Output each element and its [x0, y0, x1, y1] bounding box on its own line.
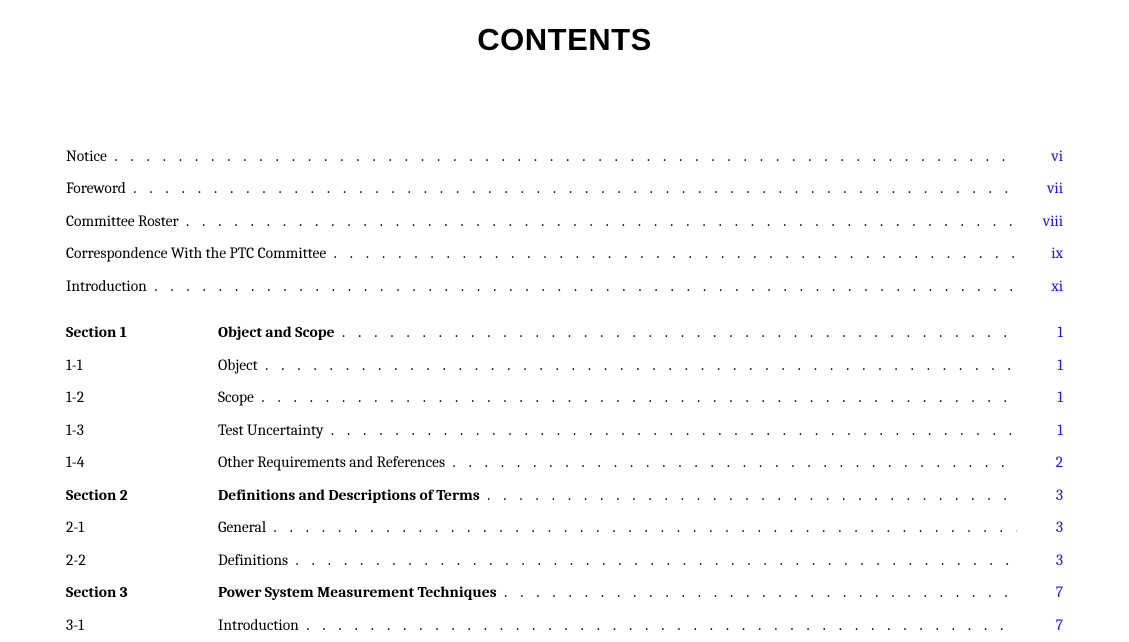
toc-row-page: 3 — [1017, 553, 1063, 569]
toc-dot-leader: . . . . . . . . . . . . . . . . . . . . … — [334, 246, 1017, 262]
toc-row-number: 1-2 — [66, 390, 218, 406]
toc-page-link[interactable]: ix — [1051, 244, 1063, 262]
toc-page-link[interactable]: 7 — [1056, 583, 1063, 601]
toc-row-page: vi — [1017, 149, 1063, 165]
toc-row: Notice. . . . . . . . . . . . . . . . . … — [66, 140, 1063, 173]
toc-row-page: 2 — [1017, 455, 1063, 471]
toc-row: Committee Roster. . . . . . . . . . . . … — [66, 205, 1063, 238]
toc-row-page: vii — [1017, 181, 1063, 197]
toc-row-page: 1 — [1017, 390, 1063, 406]
toc-page-link[interactable]: vii — [1047, 179, 1063, 197]
toc-row: 1-1Object. . . . . . . . . . . . . . . .… — [66, 349, 1063, 382]
toc-dot-leader: . . . . . . . . . . . . . . . . . . . . … — [296, 553, 1017, 569]
toc-dot-leader: . . . . . . . . . . . . . . . . . . . . … — [452, 455, 1017, 471]
toc-page-link[interactable]: vi — [1051, 147, 1063, 165]
toc-row-title: Committee Roster — [66, 214, 186, 230]
contents-title: CONTENTS — [66, 22, 1063, 58]
toc-row-number: Section 1 — [66, 325, 218, 341]
toc-row-number: Section 3 — [66, 585, 218, 601]
toc-page-link[interactable]: 1 — [1057, 356, 1063, 374]
toc-dot-leader: . . . . . . . . . . . . . . . . . . . . … — [133, 181, 1017, 197]
toc-row-title: Foreword — [66, 181, 133, 197]
toc-page-link[interactable]: 2 — [1056, 453, 1063, 471]
toc-row-title: Object — [218, 358, 265, 374]
toc-dot-leader: . . . . . . . . . . . . . . . . . . . . … — [504, 585, 1017, 601]
toc-row-title: Definitions — [218, 553, 296, 569]
toc-dot-leader: . . . . . . . . . . . . . . . . . . . . … — [186, 214, 1017, 230]
toc-page-link[interactable]: 3 — [1056, 518, 1063, 536]
toc-row: 1-3Test Uncertainty. . . . . . . . . . .… — [66, 414, 1063, 447]
toc-row-title: Other Requirements and References — [218, 455, 452, 471]
toc-row-page: 3 — [1017, 520, 1063, 536]
toc-row-page: viii — [1017, 214, 1063, 230]
toc-row-title: Object and Scope — [218, 325, 342, 341]
toc-row: 1-4Other Requirements and References. . … — [66, 447, 1063, 480]
toc-page-link[interactable]: 3 — [1056, 486, 1063, 504]
toc-row: Section 2Definitions and Descriptions of… — [66, 479, 1063, 512]
toc-dot-leader: . . . . . . . . . . . . . . . . . . . . … — [331, 423, 1017, 439]
toc-dot-leader: . . . . . . . . . . . . . . . . . . . . … — [306, 618, 1017, 634]
toc-row-page: 7 — [1017, 585, 1063, 601]
toc-page-link[interactable]: 7 — [1056, 616, 1063, 634]
toc-row: 3-1Introduction. . . . . . . . . . . . .… — [66, 609, 1063, 642]
toc-row-number: 1-3 — [66, 423, 218, 439]
toc-page-link[interactable]: viii — [1043, 212, 1063, 230]
toc-row-title: Introduction — [218, 618, 306, 634]
toc-dot-leader: . . . . . . . . . . . . . . . . . . . . … — [273, 520, 1017, 536]
toc-dot-leader: . . . . . . . . . . . . . . . . . . . . … — [261, 390, 1017, 406]
toc-row: Correspondence With the PTC Committee. .… — [66, 238, 1063, 271]
toc-page-link[interactable]: 1 — [1057, 421, 1063, 439]
toc-row: Introduction. . . . . . . . . . . . . . … — [66, 270, 1063, 303]
toc-row: 1-2Scope. . . . . . . . . . . . . . . . … — [66, 382, 1063, 415]
toc-dot-leader: . . . . . . . . . . . . . . . . . . . . … — [265, 358, 1017, 374]
toc-page-link[interactable]: 3 — [1056, 551, 1063, 569]
toc-row: 2-1General. . . . . . . . . . . . . . . … — [66, 512, 1063, 545]
toc-row: 2-2Definitions. . . . . . . . . . . . . … — [66, 544, 1063, 577]
toc-page-link[interactable]: xi — [1051, 277, 1063, 295]
toc-row-number: 1-4 — [66, 455, 218, 471]
toc-row-page: 1 — [1017, 423, 1063, 439]
toc-row-title: Correspondence With the PTC Committee — [66, 246, 334, 262]
toc-row: Foreword. . . . . . . . . . . . . . . . … — [66, 173, 1063, 206]
toc-row-number: Section 2 — [66, 488, 218, 504]
toc-row-page: 3 — [1017, 488, 1063, 504]
toc-row-page: xi — [1017, 279, 1063, 295]
toc-row-title: Test Uncertainty — [218, 423, 331, 439]
toc-row-page: 7 — [1017, 618, 1063, 634]
toc-spacer — [66, 303, 1063, 317]
toc-row-title: Definitions and Descriptions of Terms — [218, 488, 487, 504]
toc-dot-leader: . . . . . . . . . . . . . . . . . . . . … — [114, 149, 1017, 165]
toc-row-title: Introduction — [66, 279, 154, 295]
toc-row: Section 3Power System Measurement Techni… — [66, 577, 1063, 610]
toc-page-link[interactable]: 1 — [1057, 388, 1063, 406]
toc-dot-leader: . . . . . . . . . . . . . . . . . . . . … — [342, 325, 1017, 341]
toc-list: Notice. . . . . . . . . . . . . . . . . … — [66, 140, 1063, 642]
toc-page-link[interactable]: 1 — [1057, 323, 1063, 341]
toc-row-number: 1-1 — [66, 358, 218, 374]
toc-dot-leader: . . . . . . . . . . . . . . . . . . . . … — [154, 279, 1017, 295]
toc-row-title: Notice — [66, 149, 114, 165]
toc-row-page: 1 — [1017, 325, 1063, 341]
toc-row: Section 1Object and Scope. . . . . . . .… — [66, 317, 1063, 350]
toc-row-title: Scope — [218, 390, 261, 406]
toc-row-number: 3-1 — [66, 618, 218, 634]
toc-row-page: 1 — [1017, 358, 1063, 374]
toc-row-number: 2-1 — [66, 520, 218, 536]
toc-row-title: General — [218, 520, 273, 536]
toc-dot-leader: . . . . . . . . . . . . . . . . . . . . … — [487, 488, 1017, 504]
toc-row-number: 2-2 — [66, 553, 218, 569]
toc-row-page: ix — [1017, 246, 1063, 262]
page: CONTENTS Notice. . . . . . . . . . . . .… — [0, 0, 1129, 636]
toc-row-title: Power System Measurement Techniques — [218, 585, 504, 601]
